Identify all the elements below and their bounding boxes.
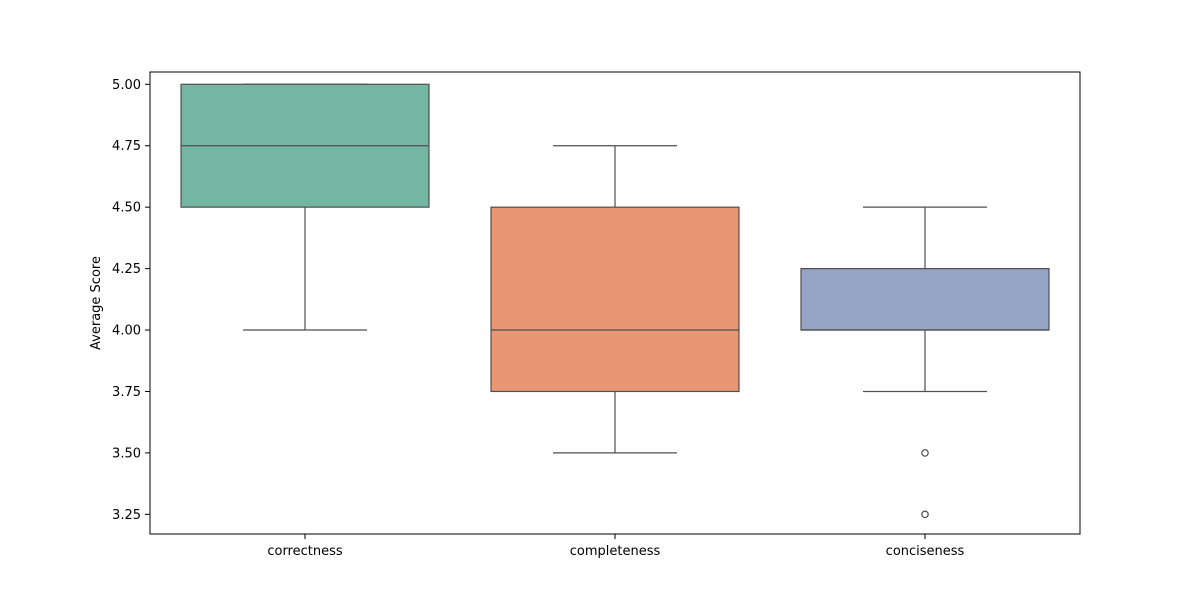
y-axis: 3.25 3.50 3.75 4.00 4.25 4.50 4.75 5.00 [112, 78, 150, 523]
x-tick-label: conciseness [886, 544, 965, 559]
box-correctness [180, 83, 430, 331]
x-axis: correctness completeness conciseness [267, 534, 965, 559]
interquartile-box [490, 206, 740, 393]
y-tick-label: 3.75 [112, 385, 141, 400]
y-axis-label: Average Score [89, 256, 104, 350]
outlier-point [921, 449, 929, 457]
x-tick-label: completeness [570, 544, 661, 559]
box-completeness [490, 145, 740, 454]
plot-frame [149, 71, 1081, 535]
y-tick-label: 5.00 [112, 78, 141, 93]
y-tick-label: 3.50 [112, 446, 141, 461]
y-tick-label: 4.25 [112, 262, 141, 277]
boxes-layer [180, 83, 1050, 519]
interquartile-box [800, 267, 1050, 331]
outlier-point [921, 510, 929, 519]
y-tick-label: 4.50 [112, 201, 141, 216]
x-tick-label: correctness [267, 544, 343, 559]
y-tick-label: 4.75 [112, 139, 141, 154]
y-tick-label: 4.00 [112, 324, 141, 339]
y-tick-label: 3.25 [112, 508, 141, 523]
box-conciseness [800, 206, 1050, 519]
